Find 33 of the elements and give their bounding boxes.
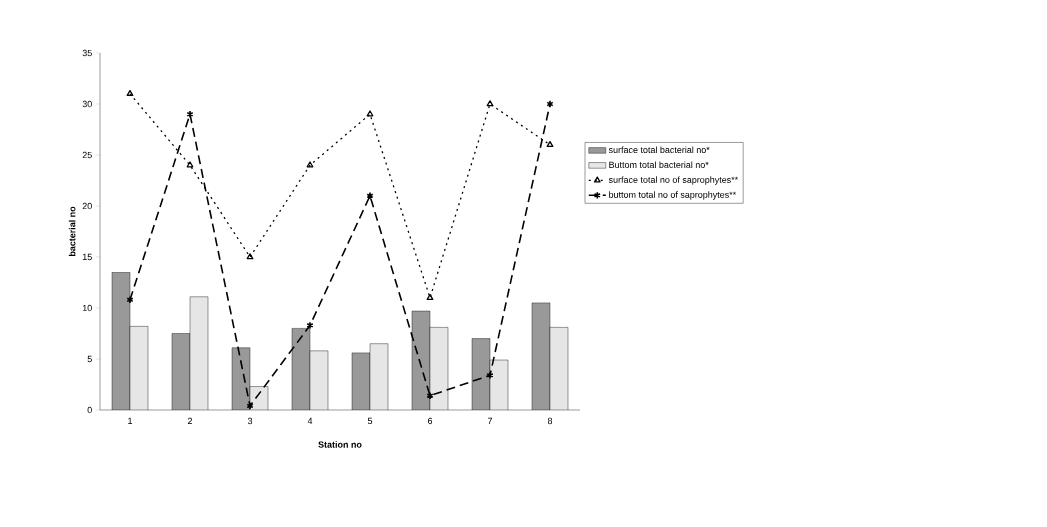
point (246, 401, 254, 410)
point (126, 295, 134, 304)
x-tick-label: 8 (547, 417, 553, 425)
y-tick-label: 25 (82, 151, 92, 159)
point (426, 391, 434, 400)
point (306, 321, 314, 330)
point (366, 191, 374, 200)
point (186, 110, 194, 119)
point (246, 253, 254, 260)
point (546, 100, 554, 108)
x-tick-label: 6 (427, 417, 433, 425)
y-tick-label: 20 (82, 202, 92, 210)
x-tick-label: 5 (367, 417, 373, 425)
x-axis-title: Station no (318, 441, 362, 448)
y-tick-label: 0 (87, 406, 92, 414)
y-tick-label: 30 (82, 100, 92, 108)
x-tick-label: 7 (487, 417, 493, 424)
x-tick-label: 1 (128, 417, 133, 424)
y-tick-label: 5 (87, 355, 92, 363)
y-tick-label: 35 (82, 49, 92, 57)
y-axis-title: bacterial no (68, 206, 76, 257)
y-tick-label: 15 (82, 253, 92, 261)
legend-label: Buttom total bacterial no* (609, 161, 709, 168)
legend-label: surface total bacterial no* (608, 146, 710, 154)
x-tick-label: 4 (307, 417, 313, 424)
y-tick-label: 10 (82, 304, 92, 312)
x-tick-label: 3 (247, 417, 253, 425)
point (486, 100, 494, 107)
point (486, 371, 494, 380)
x-tick-label: 2 (187, 417, 193, 425)
legend-label: surface total no of saprophytes** (608, 176, 739, 185)
legend-label: buttom total no of saprophytes** (609, 191, 737, 200)
point (126, 89, 134, 97)
